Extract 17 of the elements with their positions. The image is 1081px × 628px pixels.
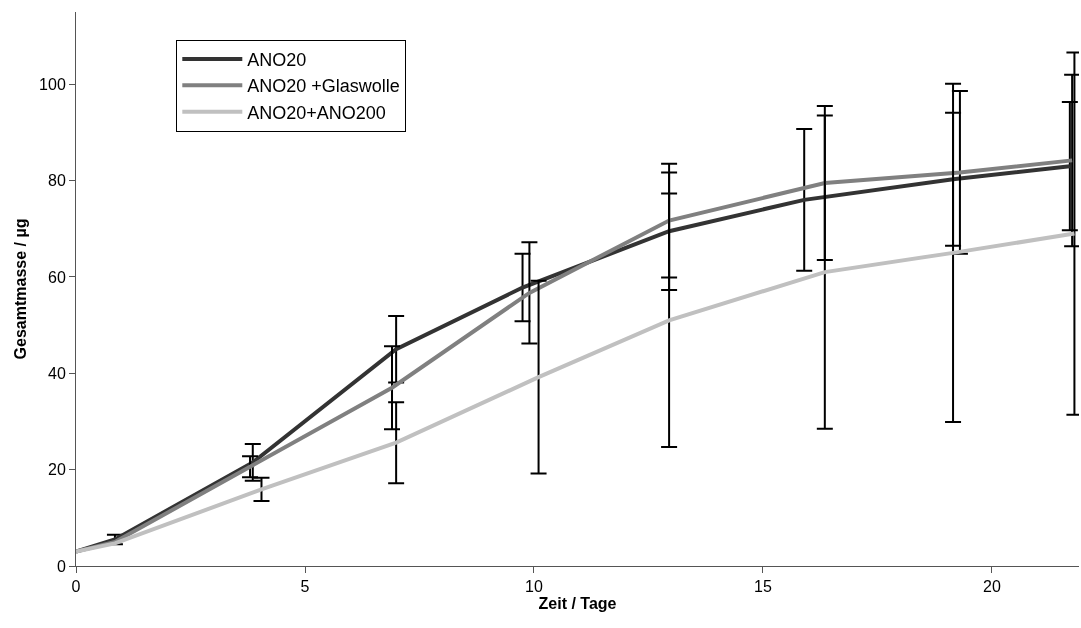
y-tick-label: 80 [48, 172, 66, 190]
y-tick-label: 100 [39, 75, 66, 93]
y-tick-label: 60 [48, 268, 66, 286]
y-axis-title: Gesamtmasse / µg [12, 218, 29, 360]
x-axis-title: Zeit / Tage [538, 595, 617, 613]
legend-label: ANO20 +Glaswolle [247, 76, 400, 97]
y-tick-label: 40 [48, 364, 66, 382]
x-tick-label: 15 [754, 578, 772, 596]
x-tick-label: 20 [983, 578, 1001, 596]
y-tick-label: 0 [56, 557, 66, 575]
legend-label: ANO20 [247, 49, 307, 70]
x-tick-label: 0 [71, 578, 81, 596]
legend-label: ANO20+ANO200 [247, 102, 386, 123]
y-tick-label: 20 [48, 461, 66, 479]
line-series [76, 231, 1077, 554]
x-tick-label: 10 [525, 578, 543, 596]
x-tick-label: 5 [300, 578, 310, 596]
